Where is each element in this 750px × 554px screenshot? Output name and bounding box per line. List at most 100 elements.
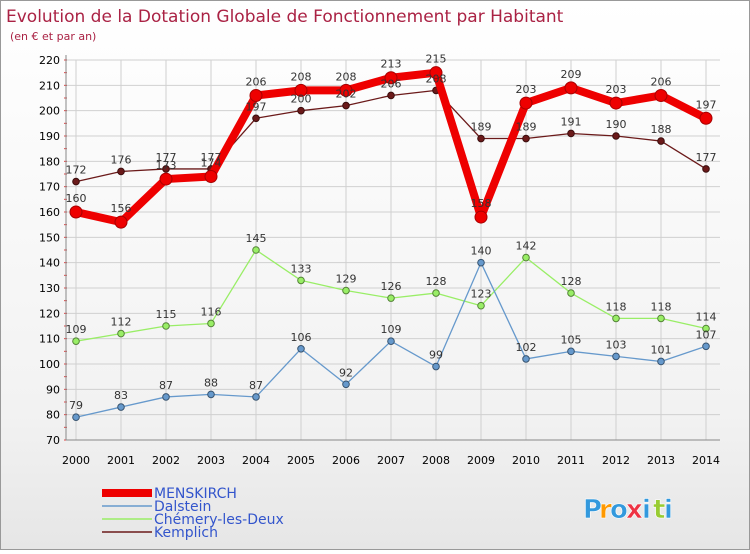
- y-tick-label: 190: [39, 130, 60, 143]
- data-point-kemplich: [72, 177, 80, 186]
- data-label-kemplich: 190: [606, 118, 627, 131]
- data-point-menskirch: [249, 88, 263, 102]
- x-tick-label: 2005: [287, 454, 315, 467]
- data-label-menskirch: 158: [471, 197, 492, 210]
- data-point-menskirch: [699, 111, 713, 125]
- data-label-kemplich: 197: [246, 100, 267, 113]
- data-point-kemplich: [387, 91, 395, 100]
- data-point-dalstein: [342, 380, 350, 389]
- data-label-chemery-les-deux: 129: [336, 273, 357, 286]
- data-label-dalstein: 87: [249, 379, 263, 392]
- legend-label-kemplich: Kemplich: [154, 525, 218, 541]
- data-label-menskirch: 197: [696, 98, 717, 111]
- data-point-chemery-les-deux: [117, 329, 125, 338]
- data-point-chemery-les-deux: [387, 294, 395, 302]
- data-label-dalstein: 88: [204, 376, 218, 389]
- data-label-dalstein: 79: [69, 399, 83, 412]
- data-point-menskirch: [609, 96, 623, 110]
- data-point-chemery-les-deux: [297, 276, 305, 285]
- data-point-kemplich: [702, 165, 710, 173]
- x-tick-label: 2013: [647, 454, 675, 467]
- data-point-kemplich: [162, 165, 170, 173]
- data-label-kemplich: 202: [336, 88, 357, 101]
- data-point-chemery-les-deux: [342, 286, 350, 295]
- data-label-chemery-les-deux: 128: [561, 275, 582, 288]
- data-point-kemplich: [657, 137, 665, 145]
- x-tick-label: 2014: [692, 454, 720, 467]
- legend-label-dalstein: Dalstein: [154, 499, 211, 515]
- data-point-dalstein: [297, 345, 305, 353]
- data-point-menskirch: [339, 83, 353, 97]
- data-point-dalstein: [252, 393, 260, 401]
- data-label-menskirch: 173: [156, 159, 177, 172]
- data-point-menskirch: [159, 172, 173, 186]
- logo-letter: o: [610, 495, 628, 525]
- data-point-menskirch: [474, 210, 488, 224]
- data-label-kemplich: 206: [381, 77, 402, 90]
- x-tick-label: 2011: [557, 454, 585, 467]
- data-point-dalstein: [657, 357, 665, 366]
- data-label-menskirch: 156: [111, 202, 132, 215]
- axes: 7080901001101201301401501601701801902002…: [39, 54, 720, 467]
- data-label-menskirch: 206: [651, 75, 672, 88]
- data-label-menskirch: 208: [336, 70, 357, 83]
- logo-letter: i: [642, 495, 651, 525]
- y-tick-label: 110: [39, 333, 60, 346]
- series-layer: [69, 66, 713, 422]
- data-label-menskirch: 208: [291, 70, 312, 83]
- data-point-kemplich: [117, 167, 125, 176]
- data-label-chemery-les-deux: 126: [381, 280, 402, 293]
- data-point-dalstein: [477, 258, 485, 267]
- data-point-kemplich: [567, 129, 575, 138]
- data-label-dalstein: 103: [606, 338, 627, 351]
- data-point-kemplich: [612, 132, 620, 140]
- y-tick-label: 210: [39, 79, 60, 92]
- data-label-menskirch: 213: [381, 58, 402, 71]
- data-point-menskirch: [384, 71, 398, 85]
- data-label-dalstein: 102: [516, 341, 537, 354]
- x-tick-label: 2001: [107, 454, 135, 467]
- data-label-chemery-les-deux: 123: [471, 288, 492, 301]
- data-point-chemery-les-deux: [477, 301, 485, 310]
- data-label-kemplich: 172: [66, 164, 87, 177]
- data-point-chemery-les-deux: [432, 289, 440, 297]
- data-label-menskirch: 160: [66, 192, 87, 205]
- data-label-chemery-les-deux: 145: [246, 232, 267, 245]
- data-label-dalstein: 101: [651, 343, 672, 356]
- data-point-dalstein: [702, 342, 710, 351]
- data-point-chemery-les-deux: [612, 314, 620, 323]
- logo-letter: i: [664, 495, 673, 525]
- x-tick-label: 2004: [242, 454, 270, 467]
- y-tick-label: 180: [39, 155, 60, 168]
- y-tick-label: 200: [39, 105, 60, 118]
- data-point-chemery-les-deux: [522, 253, 530, 262]
- data-label-kemplich: 200: [291, 93, 312, 106]
- logo-letter: r: [599, 495, 612, 525]
- x-tick-label: 2006: [332, 454, 360, 467]
- legend: MENSKIRCHDalsteinChémery-les-DeuxKemplic…: [102, 486, 284, 541]
- chart-subtitle: (en € et par an): [10, 30, 96, 43]
- data-label-chemery-les-deux: 133: [291, 262, 312, 275]
- y-tick-label: 80: [46, 409, 60, 422]
- data-label-dalstein: 105: [561, 333, 582, 346]
- y-tick-label: 160: [39, 206, 60, 219]
- data-label-dalstein: 92: [339, 366, 353, 379]
- data-point-dalstein: [207, 390, 215, 399]
- data-point-kemplich: [477, 134, 485, 143]
- data-point-kemplich: [342, 101, 350, 110]
- x-tick-label: 2003: [197, 454, 225, 467]
- data-point-kemplich: [297, 106, 305, 115]
- data-label-chemery-les-deux: 109: [66, 323, 87, 336]
- x-tick-label: 2012: [602, 454, 630, 467]
- data-point-menskirch: [429, 66, 443, 80]
- data-label-kemplich: 177: [201, 151, 222, 164]
- logo-letter: P: [583, 495, 602, 525]
- data-label-dalstein: 99: [429, 349, 443, 362]
- data-label-dalstein: 140: [471, 245, 492, 258]
- data-label-dalstein: 83: [114, 389, 128, 402]
- data-point-dalstein: [432, 362, 440, 371]
